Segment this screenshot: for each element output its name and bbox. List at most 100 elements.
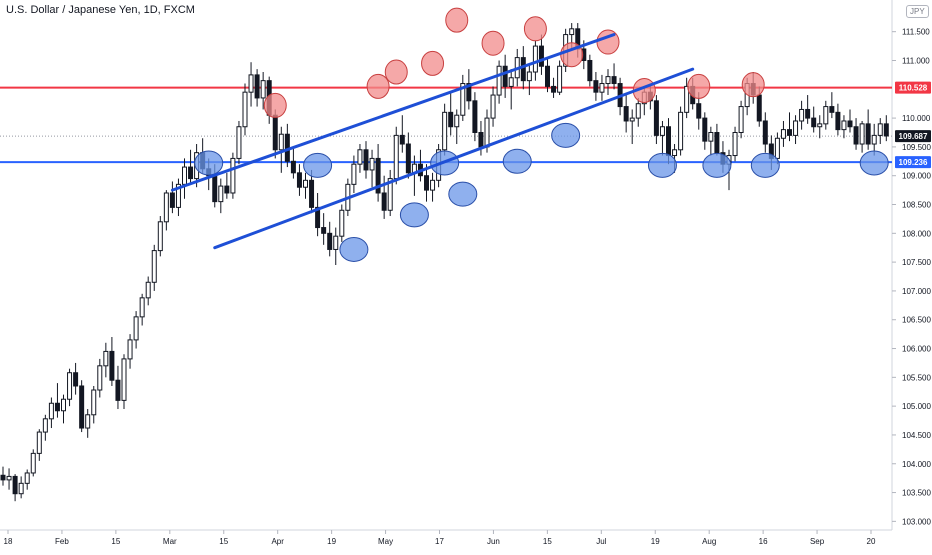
candle-body[interactable]	[48, 402, 54, 420]
candle-body[interactable]	[375, 157, 381, 194]
candle-body[interactable]	[127, 339, 133, 360]
candle-body[interactable]	[248, 74, 254, 93]
candle-body[interactable]	[599, 83, 605, 93]
candle-body[interactable]	[460, 83, 466, 116]
candle-body[interactable]	[732, 132, 738, 157]
candle-body[interactable]	[157, 221, 163, 252]
candle-body[interactable]	[653, 100, 659, 136]
candle-body[interactable]	[151, 250, 157, 283]
candle-body[interactable]	[296, 172, 302, 188]
candle-body[interactable]	[61, 398, 66, 412]
candle-body[interactable]	[448, 111, 454, 128]
candle-body[interactable]	[103, 350, 109, 367]
candle-body[interactable]	[817, 123, 823, 128]
support-marker[interactable]	[750, 152, 780, 178]
candle-body[interactable]	[696, 103, 702, 119]
candle-body[interactable]	[841, 120, 847, 131]
candle-body[interactable]	[762, 120, 768, 145]
candle-body[interactable]	[121, 358, 127, 401]
resistance-marker[interactable]	[687, 73, 711, 99]
candle-body[interactable]	[175, 183, 181, 208]
candle-body[interactable]	[387, 178, 393, 211]
candle-body[interactable]	[551, 85, 557, 93]
candle-body[interactable]	[12, 475, 18, 495]
candle-body[interactable]	[236, 126, 242, 159]
candle-body[interactable]	[272, 114, 278, 151]
candle-body[interactable]	[587, 59, 593, 82]
candle-body[interactable]	[702, 117, 708, 142]
candle-body[interactable]	[847, 120, 853, 128]
candle-body[interactable]	[454, 114, 460, 128]
resistance-marker[interactable]	[366, 73, 390, 99]
support-marker[interactable]	[303, 152, 333, 178]
support-marker[interactable]	[551, 122, 581, 148]
resistance-marker[interactable]	[263, 92, 287, 118]
candle-body[interactable]	[678, 111, 684, 151]
candle-body[interactable]	[73, 372, 79, 387]
candle-body[interactable]	[6, 475, 12, 481]
candle-body[interactable]	[538, 45, 544, 67]
candle-body[interactable]	[593, 80, 599, 93]
resistance-marker[interactable]	[384, 59, 408, 85]
candle-body[interactable]	[659, 126, 665, 136]
support-marker[interactable]	[502, 148, 532, 174]
candle-body[interactable]	[351, 163, 357, 185]
candle-body[interactable]	[883, 123, 889, 137]
resistance-marker[interactable]	[445, 7, 469, 33]
candle-body[interactable]	[260, 80, 266, 99]
candle-body[interactable]	[242, 91, 248, 128]
candle-body[interactable]	[611, 76, 617, 85]
candle-body[interactable]	[109, 350, 115, 381]
candle-body[interactable]	[54, 402, 60, 412]
candle-body[interactable]	[91, 389, 97, 416]
candle-body[interactable]	[865, 123, 871, 145]
candle-body[interactable]	[321, 227, 327, 234]
candle-body[interactable]	[393, 134, 399, 180]
support-marker[interactable]	[399, 202, 429, 228]
candle-body[interactable]	[133, 316, 139, 341]
candle-body[interactable]	[188, 166, 194, 180]
candle-body[interactable]	[67, 372, 73, 400]
support-marker[interactable]	[448, 181, 478, 207]
resistance-marker[interactable]	[741, 72, 765, 98]
candle-body[interactable]	[799, 108, 805, 122]
candle-body[interactable]	[496, 65, 502, 96]
candle-body[interactable]	[327, 232, 333, 250]
candle-body[interactable]	[363, 149, 369, 171]
candle-body[interactable]	[424, 175, 429, 191]
candle-body[interactable]	[811, 117, 817, 128]
candle-body[interactable]	[629, 117, 635, 122]
candle-body[interactable]	[829, 106, 835, 113]
candle-body[interactable]	[290, 160, 296, 174]
candle-body[interactable]	[303, 179, 308, 188]
candle-body[interactable]	[278, 133, 284, 151]
candle-body[interactable]	[502, 65, 508, 87]
candle-body[interactable]	[224, 185, 230, 194]
candle-body[interactable]	[315, 206, 321, 229]
candle-body[interactable]	[484, 117, 490, 148]
candle-body[interactable]	[666, 126, 671, 157]
candle-body[interactable]	[623, 106, 629, 122]
candle-body[interactable]	[708, 132, 714, 142]
candle-body[interactable]	[145, 281, 151, 299]
candle-body[interactable]	[877, 123, 883, 136]
candle-body[interactable]	[478, 132, 484, 148]
channel-upper-trendline[interactable]	[170, 33, 616, 192]
currency-badge[interactable]: JPY	[906, 5, 929, 18]
candle-body[interactable]	[79, 385, 85, 429]
candle-body[interactable]	[230, 157, 236, 194]
candle-body[interactable]	[853, 126, 859, 145]
candle-body[interactable]	[635, 103, 641, 119]
candle-body[interactable]	[218, 185, 224, 203]
candle-body[interactable]	[254, 74, 260, 99]
candle-body[interactable]	[805, 108, 811, 119]
candle-body[interactable]	[357, 149, 363, 165]
candle-body[interactable]	[442, 111, 448, 151]
candle-body[interactable]	[115, 379, 121, 401]
support-price-tag[interactable]	[895, 156, 931, 169]
candle-body[interactable]	[430, 179, 436, 191]
candle-body[interactable]	[756, 94, 762, 122]
support-marker[interactable]	[647, 152, 677, 178]
